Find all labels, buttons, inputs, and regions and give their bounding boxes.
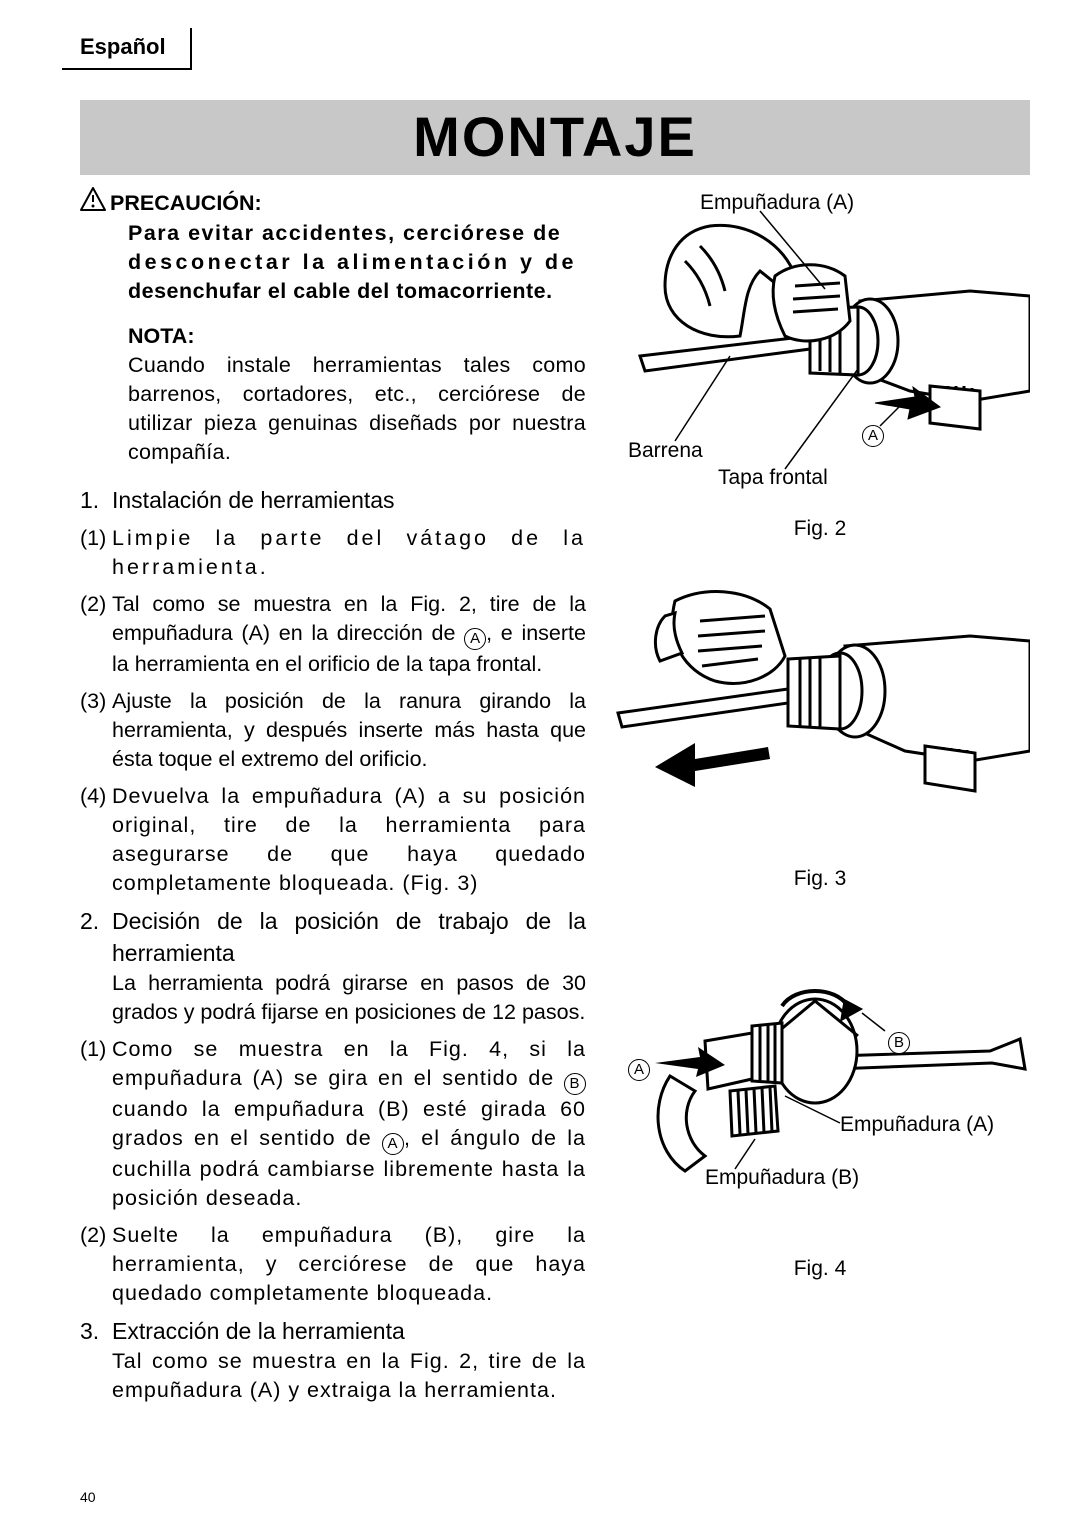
section-number: 3. — [80, 1316, 112, 1347]
fig2-caption: Fig. 2 — [610, 517, 1030, 541]
circled-a-icon: A — [464, 628, 486, 650]
section-title: Extracción de la herramienta — [112, 1316, 586, 1347]
step-number: (4) — [80, 782, 112, 898]
page-title: MONTAJE — [80, 104, 1030, 169]
section-body: Tal como se muestra en la Fig. 2, tire d… — [112, 1347, 586, 1405]
fig4-circled-b: B — [888, 1032, 910, 1054]
fig3-caption: Fig. 3 — [610, 867, 1030, 891]
page-number: 40 — [80, 1489, 96, 1505]
warning-icon — [80, 187, 106, 219]
step-number: (1) — [80, 524, 112, 582]
title-bar: MONTAJE — [80, 100, 1030, 175]
fig2-cap-label: Tapa frontal — [718, 466, 828, 490]
step-number: (1) — [80, 1035, 112, 1213]
section-number: 1. — [80, 485, 112, 516]
section-title: Decisión de la posición de trabajo de la… — [112, 906, 586, 968]
caution-line: desenchufar el cable del tomacorriente. — [128, 279, 553, 303]
step-text: Como se muestra en la Fig. 4, si la empu… — [112, 1035, 586, 1213]
fig4-circled-a: A — [628, 1059, 650, 1081]
circled-b-icon: B — [564, 1073, 586, 1095]
step-text: Suelte la empuñadura (B), gire la herram… — [112, 1221, 586, 1308]
step-number: (3) — [80, 687, 112, 774]
step-text: Ajuste la posición de la ranura girando … — [112, 687, 586, 774]
circled-a-icon: A — [382, 1133, 404, 1155]
note-heading: NOTA: — [128, 322, 586, 351]
text-column: PRECAUCIÓN: Para evitar accidentes, cerc… — [80, 187, 586, 1405]
fig4-gripA-label: Empuñadura (A) — [840, 1113, 994, 1137]
fig4-gripB-label: Empuñadura (B) — [705, 1166, 859, 1190]
step-text: Devuelva la empuñadura (A) a su posición… — [112, 782, 586, 898]
section-title: Instalación de herramientas — [112, 485, 586, 516]
caution-heading: PRECAUCIÓN: — [110, 189, 262, 218]
fig2-circled-a: A — [862, 425, 884, 447]
step-number: (2) — [80, 1221, 112, 1308]
step-text: Limpie la parte del vátago de la herrami… — [112, 524, 586, 582]
figure-4: B A Empuñadura (A) Empuñadura (B) — [610, 951, 1030, 1251]
text: Como se muestra en la Fig. 4, si la empu… — [112, 1037, 586, 1090]
section-body: La herramienta podrá girarse en pasos de… — [112, 969, 586, 1027]
caution-body: Para evitar accidentes, cerciórese de de… — [128, 219, 586, 306]
note-body: Cuando instale herramientas tales como b… — [128, 351, 586, 467]
caution-line: Para evitar accidentes, cerciórese de — [128, 221, 561, 245]
section-number: 2. — [80, 906, 112, 968]
figure-2: Empuñadura (A) Barrena Tapa frontal A — [610, 191, 1030, 511]
fig2-bit-label: Barrena — [628, 439, 703, 463]
fig4-caption: Fig. 4 — [610, 1257, 1030, 1281]
figure-3 — [610, 561, 1030, 861]
fig2-grip-label: Empuñadura (A) — [700, 191, 854, 215]
caution-line: desconectar la alimentación y de — [128, 250, 577, 274]
step-text: Tal como se muestra en la Fig. 2, tire d… — [112, 590, 586, 679]
figure-column: Empuñadura (A) Barrena Tapa frontal A Fi… — [610, 187, 1030, 1405]
step-number: (2) — [80, 590, 112, 679]
language-tab: Español — [62, 28, 192, 70]
